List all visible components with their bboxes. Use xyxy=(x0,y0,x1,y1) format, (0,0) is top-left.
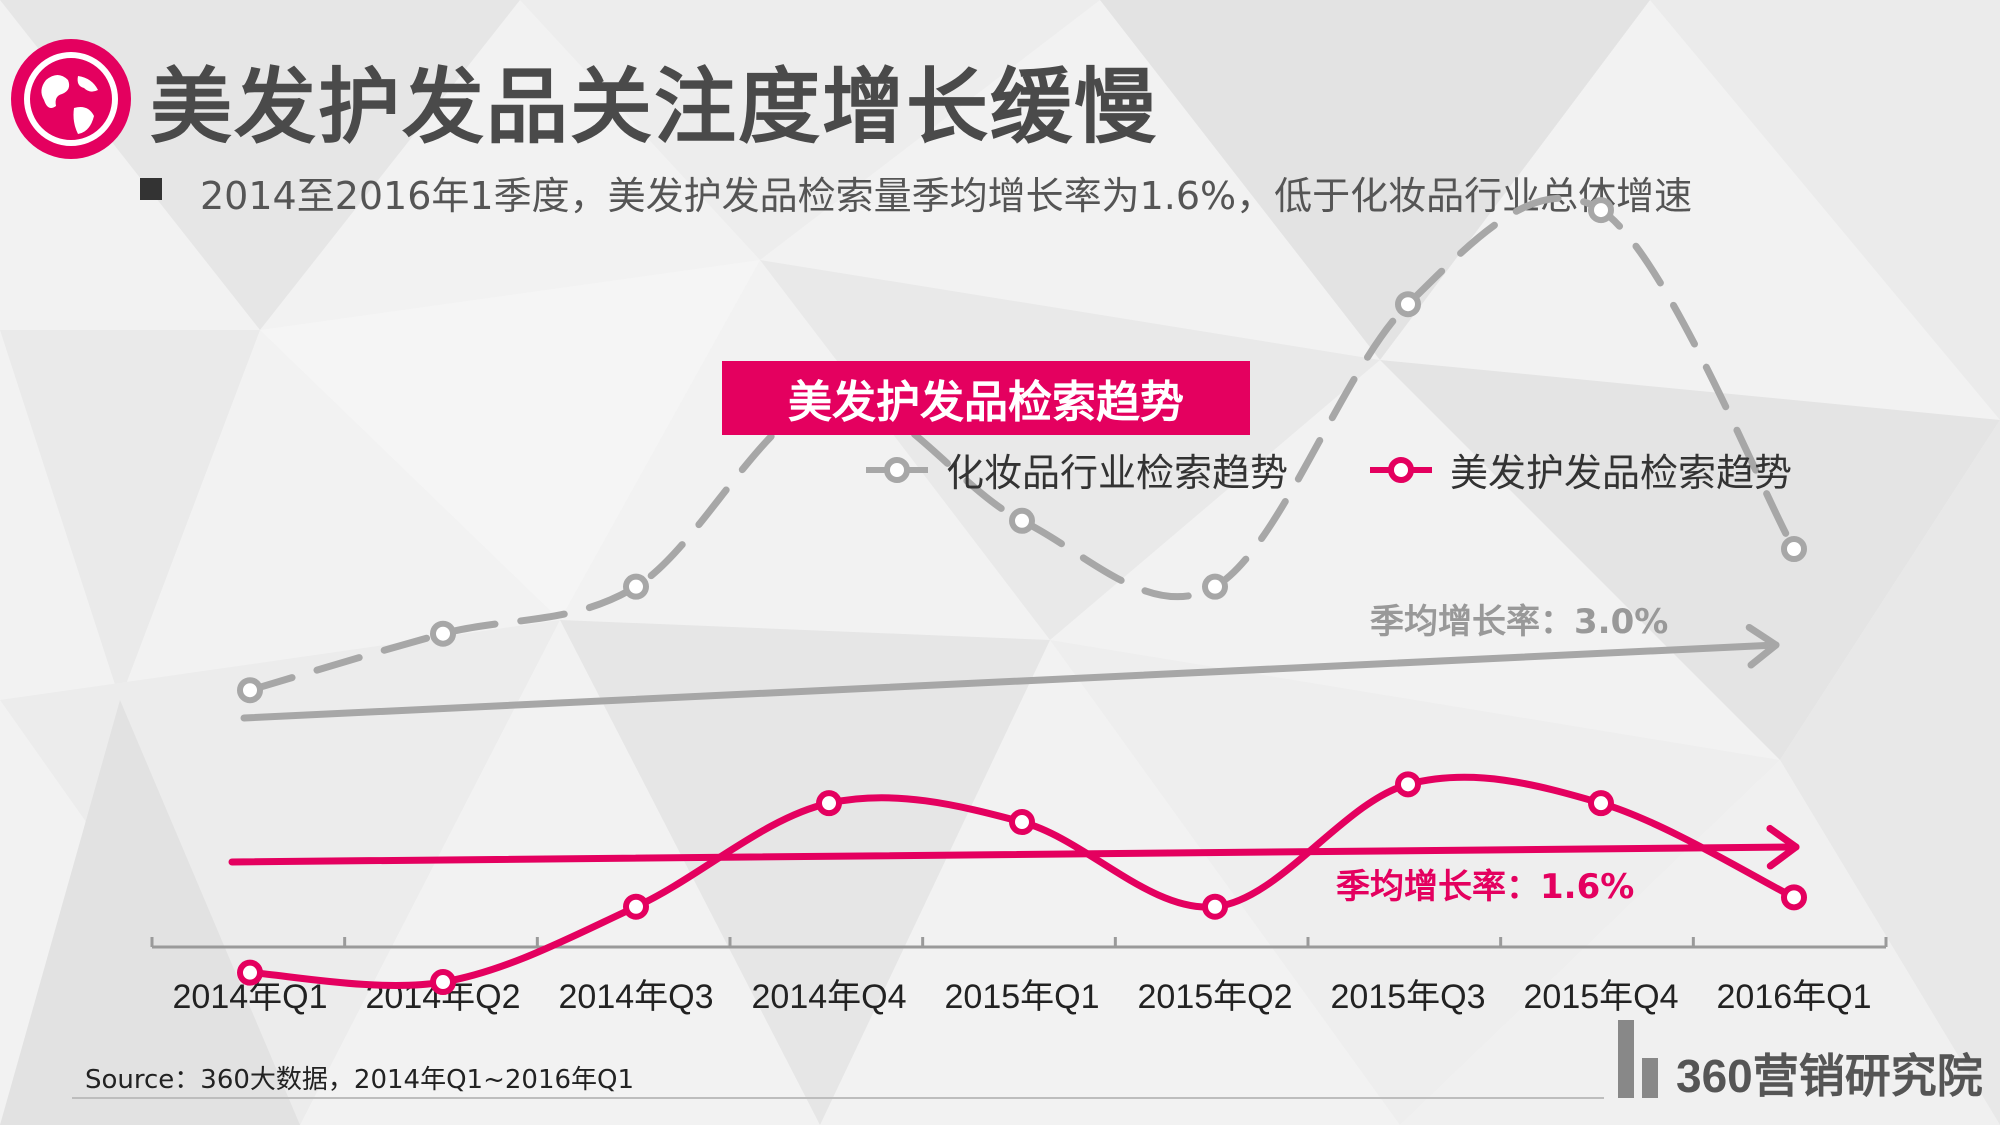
growth-arrow-cosmetics-head xyxy=(1745,623,1780,669)
legend-label-haircare: 美发护发品检索趋势 xyxy=(1450,451,1793,495)
chart-title: 美发护发品检索趋势 xyxy=(788,377,1184,428)
data-point-haircare xyxy=(237,959,263,986)
x-tick-label: 2016年Q1 xyxy=(1717,978,1872,1016)
x-tick-label: 2015年Q3 xyxy=(1331,978,1486,1016)
logo-text: 360营销研究院 xyxy=(1676,1050,1983,1102)
legend-item-haircare: 美发护发品检索趋势 xyxy=(1370,442,1792,497)
series-line-cosmetics xyxy=(246,194,1798,694)
data-point-haircare xyxy=(1781,884,1807,911)
data-point-haircare xyxy=(623,893,649,920)
growth-arrow-haircare xyxy=(228,843,1800,866)
legend-swatch-haircare xyxy=(1370,456,1432,483)
legend-item-cosmetics: 化妆品行业检索趋势 xyxy=(866,442,1288,497)
data-point-cosmetics xyxy=(237,677,263,704)
summary-bullet: 2014至2016年1季度，美发护发品检索量季均增长率为1.6%，低于化妆品行业… xyxy=(200,174,1693,218)
growth-rate-label-cosmetics: 季均增长率：3.0% xyxy=(1370,602,1668,642)
x-tick-label: 2015年Q1 xyxy=(945,978,1100,1016)
legend-swatch-cosmetics xyxy=(866,456,928,483)
globe-icon xyxy=(11,39,131,159)
source-note: Source：360大数据，2014年Q1~2016年Q1 xyxy=(85,1065,635,1095)
growth-rate-label-haircare: 季均增长率：1.6% xyxy=(1336,867,1634,907)
x-tick-label: 2015年Q2 xyxy=(1138,978,1293,1016)
data-point-cosmetics xyxy=(1395,291,1421,318)
data-point-cosmetics xyxy=(1009,507,1035,534)
legend-label-cosmetics: 化妆品行业检索趋势 xyxy=(946,451,1289,495)
growth-arrow-haircare-head xyxy=(1766,824,1800,870)
chart-title-box: 美发护发品检索趋势 xyxy=(722,361,1250,435)
page-title: 美发护发品关注度增长缓慢 xyxy=(150,60,1159,155)
data-point-cosmetics xyxy=(1588,197,1614,224)
360-logo: 360营销研究院 xyxy=(1618,1020,1983,1102)
data-point-haircare xyxy=(1202,893,1228,920)
data-point-haircare xyxy=(1588,790,1614,817)
data-point-haircare xyxy=(430,969,456,996)
data-point-cosmetics xyxy=(1202,573,1228,600)
x-tick-label: 2014年Q3 xyxy=(559,978,714,1016)
x-tick-label: 2015年Q4 xyxy=(1524,978,1679,1016)
data-point-cosmetics xyxy=(623,573,649,600)
data-point-cosmetics xyxy=(1781,536,1807,562)
x-tick-label: 2014年Q4 xyxy=(752,978,907,1016)
data-point-haircare xyxy=(1009,809,1035,836)
data-point-haircare xyxy=(1395,771,1421,798)
data-point-haircare xyxy=(816,790,842,817)
growth-arrow-cosmetics xyxy=(240,641,1780,722)
data-point-cosmetics xyxy=(430,620,456,647)
bullet-marker xyxy=(140,178,162,200)
footer-divider xyxy=(72,1097,1604,1099)
